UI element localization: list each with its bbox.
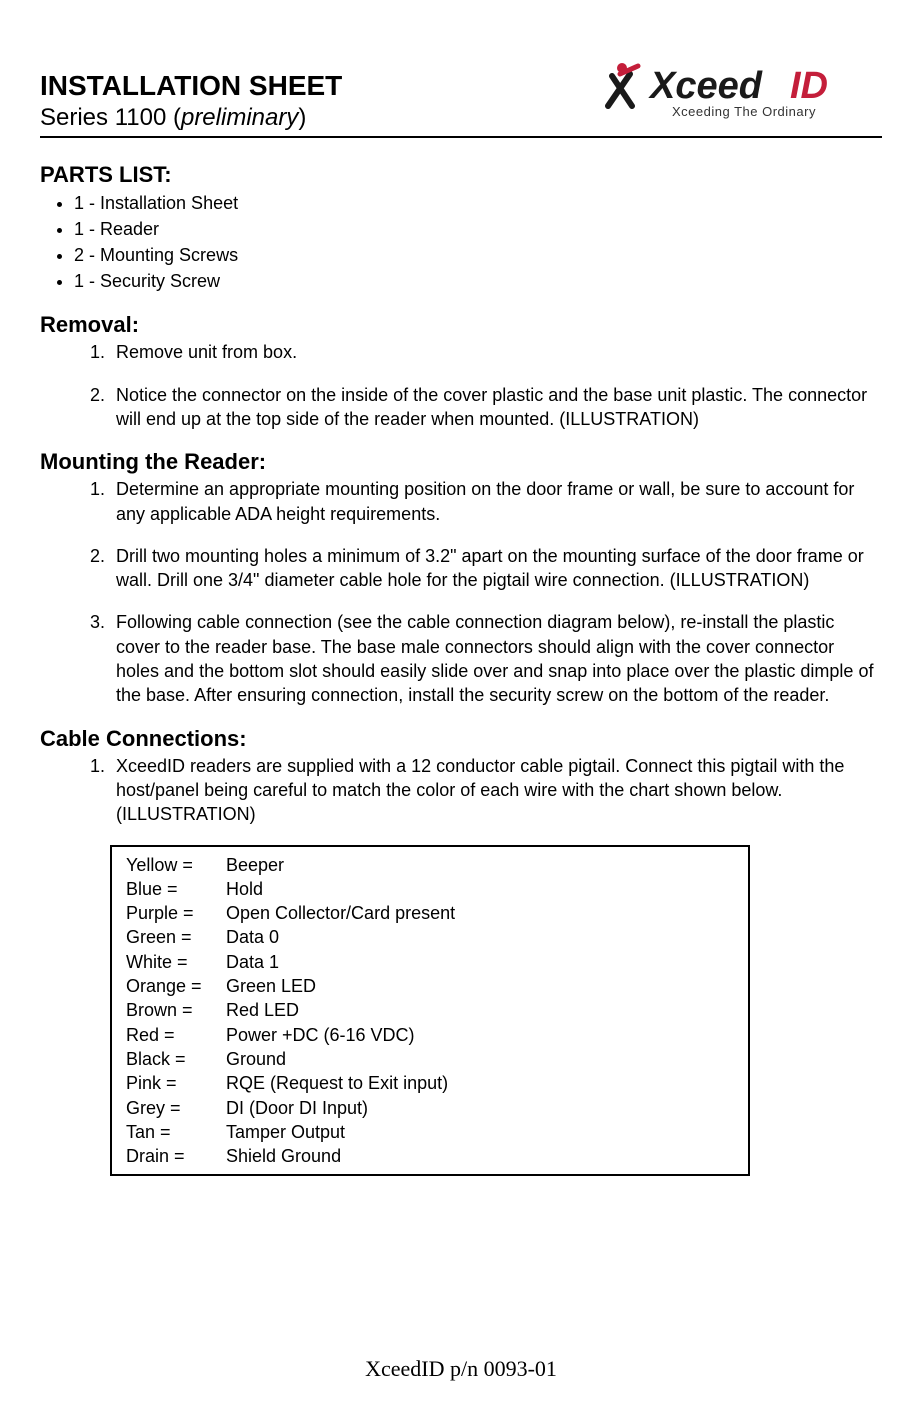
header-rule — [40, 136, 882, 138]
mounting-list: Determine an appropriate mounting positi… — [40, 477, 882, 707]
parts-item: 2 - Mounting Screws — [74, 242, 882, 268]
wire-func: Tamper Output — [226, 1120, 345, 1144]
cable-list: XceedID readers are supplied with a 12 c… — [40, 754, 882, 827]
parts-list: 1 - Installation Sheet 1 - Reader 2 - Mo… — [40, 190, 882, 294]
wire-color: Yellow = — [126, 853, 226, 877]
wire-color: Drain = — [126, 1144, 226, 1168]
wire-row: White =Data 1 — [126, 950, 734, 974]
wire-row: Grey =DI (Door DI Input) — [126, 1096, 734, 1120]
wire-func: Power +DC (6-16 VDC) — [226, 1023, 415, 1047]
wire-color: White = — [126, 950, 226, 974]
wire-func: Ground — [226, 1047, 286, 1071]
wire-func: Red LED — [226, 998, 299, 1022]
parts-item: 1 - Security Screw — [74, 268, 882, 294]
subtitle-suffix: ) — [298, 104, 306, 131]
brand-logo: Xceed ID Xceeding The Ordinary — [602, 60, 882, 128]
wire-row: Black =Ground — [126, 1047, 734, 1071]
mounting-step: Following cable connection (see the cabl… — [110, 610, 882, 707]
parts-item: 1 - Installation Sheet — [74, 190, 882, 216]
wire-row: Tan =Tamper Output — [126, 1120, 734, 1144]
wire-row: Green =Data 0 — [126, 925, 734, 949]
wire-func: Beeper — [226, 853, 284, 877]
subtitle-prefix: Series 1100 ( — [40, 104, 181, 131]
removal-list: Remove unit from box. Notice the connect… — [40, 340, 882, 431]
wire-func: RQE (Request to Exit input) — [226, 1071, 448, 1095]
wire-row: Red =Power +DC (6-16 VDC) — [126, 1023, 734, 1047]
removal-step: Notice the connector on the inside of th… — [110, 383, 882, 432]
wire-row: Brown =Red LED — [126, 998, 734, 1022]
wire-func: Hold — [226, 877, 263, 901]
parts-item: 1 - Reader — [74, 216, 882, 242]
wire-row: Purple =Open Collector/Card present — [126, 901, 734, 925]
wire-func: Shield Ground — [226, 1144, 341, 1168]
removal-step: Remove unit from box. — [110, 340, 882, 364]
wire-row: Yellow =Beeper — [126, 853, 734, 877]
svg-text:Xceeding The Ordinary: Xceeding The Ordinary — [672, 104, 816, 119]
wire-color: Red = — [126, 1023, 226, 1047]
wire-color: Orange = — [126, 974, 226, 998]
wire-func: Green LED — [226, 974, 316, 998]
wire-color: Purple = — [126, 901, 226, 925]
wire-row: Orange =Green LED — [126, 974, 734, 998]
wire-color: Tan = — [126, 1120, 226, 1144]
parts-list-heading: PARTS LIST: — [40, 162, 882, 188]
wire-func: Data 1 — [226, 950, 279, 974]
wire-func: DI (Door DI Input) — [226, 1096, 368, 1120]
wire-func: Open Collector/Card present — [226, 901, 455, 925]
cable-intro: XceedID readers are supplied with a 12 c… — [110, 754, 882, 827]
wire-color: Black = — [126, 1047, 226, 1071]
cable-heading: Cable Connections: — [40, 726, 882, 752]
svg-text:Xceed: Xceed — [648, 65, 763, 107]
wire-color: Grey = — [126, 1096, 226, 1120]
wire-color: Green = — [126, 925, 226, 949]
wire-row: Pink =RQE (Request to Exit input) — [126, 1071, 734, 1095]
wire-row: Drain =Shield Ground — [126, 1144, 734, 1168]
mounting-heading: Mounting the Reader: — [40, 449, 882, 475]
mounting-step: Drill two mounting holes a minimum of 3.… — [110, 544, 882, 593]
mounting-step: Determine an appropriate mounting positi… — [110, 477, 882, 526]
wire-color: Blue = — [126, 877, 226, 901]
logo-svg: Xceed ID Xceeding The Ordinary — [602, 60, 882, 128]
wire-color: Brown = — [126, 998, 226, 1022]
wire-chart: Yellow =Beeper Blue =Hold Purple =Open C… — [110, 845, 750, 1177]
header: Xceed ID Xceeding The Ordinary INSTALLAT… — [40, 70, 882, 138]
wire-color: Pink = — [126, 1071, 226, 1095]
footer-part-number: XceedID p/n 0093-01 — [0, 1356, 922, 1382]
wire-func: Data 0 — [226, 925, 279, 949]
subtitle-italic: preliminary — [181, 104, 298, 131]
removal-heading: Removal: — [40, 312, 882, 338]
svg-text:ID: ID — [790, 65, 828, 107]
wire-row: Blue =Hold — [126, 877, 734, 901]
